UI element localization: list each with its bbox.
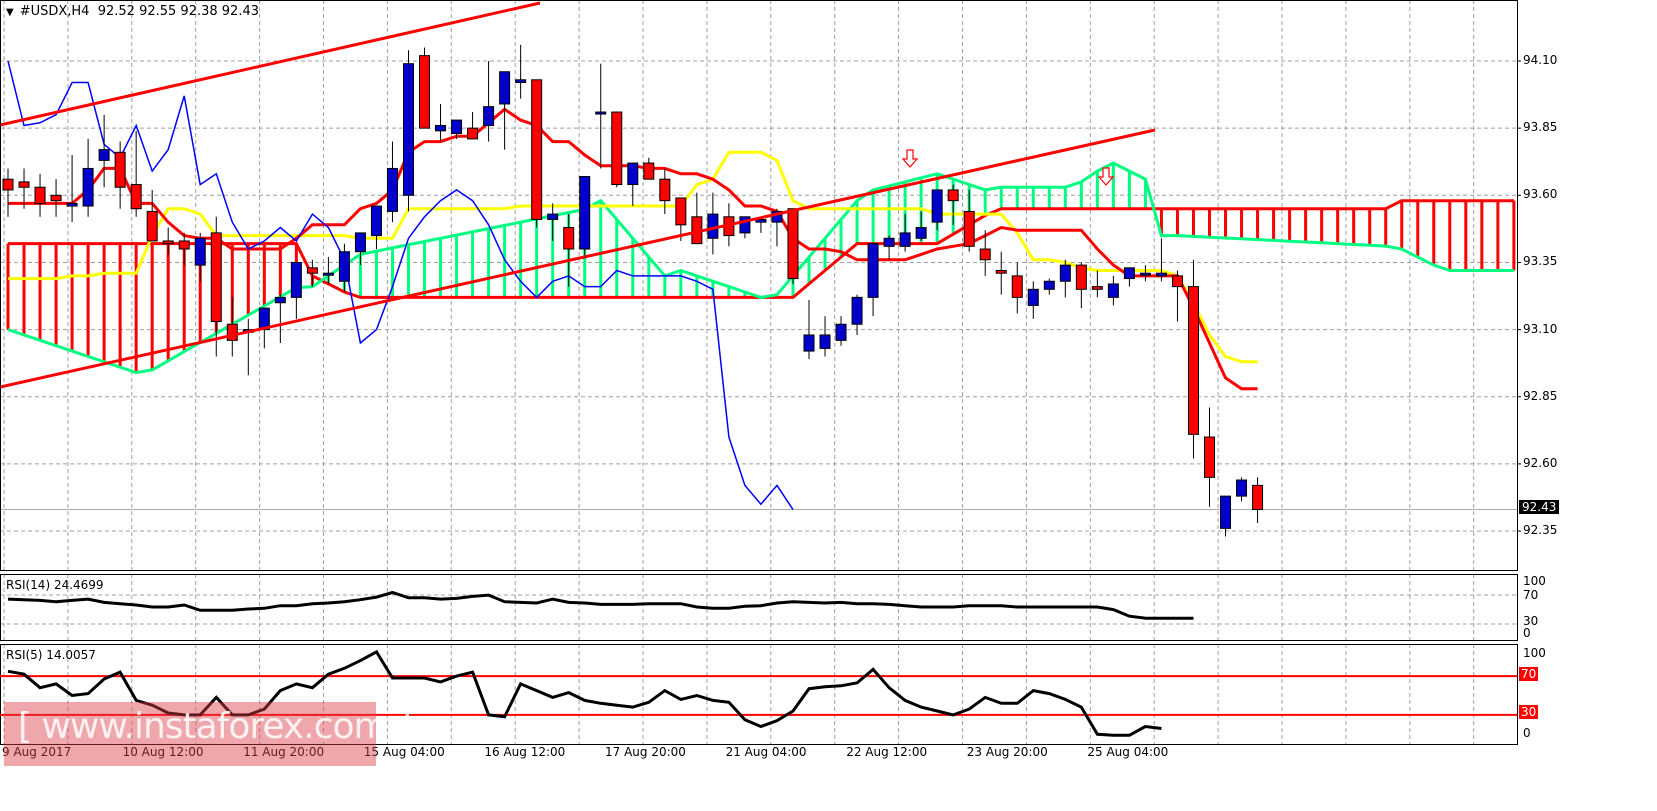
price-axis-label: 93.60 <box>1523 187 1558 202</box>
time-axis-label: 16 Aug 12:00 <box>484 745 566 759</box>
price-axis-label: 92.60 <box>1523 455 1558 470</box>
price-axis-label: 93.85 <box>1523 120 1558 135</box>
time-axis-label: 9 Aug 2017 <box>2 745 72 759</box>
rsi5-level-30: 30 <box>1519 705 1539 719</box>
price-axis-label: 93.10 <box>1523 321 1558 336</box>
rsi5-label: RSI(5) 14.0057 <box>6 648 96 662</box>
time-axis-label: 15 Aug 04:00 <box>363 745 445 759</box>
rsi14-axis-0: 0 <box>1523 626 1531 640</box>
chart-title: ▼ #USDX,H4 92.52 92.55 92.38 92.43 <box>6 4 259 19</box>
current-price-tag: 92.43 <box>1519 500 1560 514</box>
ohlc-values: 92.52 92.55 92.38 92.43 <box>97 4 259 19</box>
time-axis-label: 21 Aug 04:00 <box>725 745 807 759</box>
rsi5-axis-100: 100 <box>1523 646 1546 660</box>
grid-lines <box>0 0 1521 744</box>
rsi5-axis-0: 0 <box>1523 726 1531 740</box>
rsi5-level-70: 70 <box>1519 667 1539 681</box>
time-axis-label: 10 Aug 12:00 <box>122 745 204 759</box>
rsi14-label: RSI(14) 24.4699 <box>6 578 104 592</box>
ichimoku-cloud <box>6 163 1516 373</box>
time-axis-label: 22 Aug 12:00 <box>846 745 928 759</box>
price-axis-label: 92.85 <box>1523 388 1558 403</box>
price-axis-label: 92.35 <box>1523 523 1558 538</box>
trendlines <box>0 1 1156 389</box>
time-axis-label: 23 Aug 20:00 <box>966 745 1048 759</box>
watermark: [ www.instaforex.com ] <box>4 702 412 766</box>
rsi14-axis-100: 100 <box>1523 574 1546 588</box>
candles <box>2 44 1264 537</box>
time-axis-label: 11 Aug 20:00 <box>243 745 325 759</box>
rsi14-axis-70: 70 <box>1523 588 1539 602</box>
symbol-label: #USDX,H4 <box>19 4 90 19</box>
time-axis-label: 25 Aug 04:00 <box>1087 745 1169 759</box>
price-axis-label: 94.10 <box>1523 53 1558 67</box>
rsi-lines <box>0 590 1517 737</box>
time-axis-label: 17 Aug 20:00 <box>605 745 686 759</box>
rsi14-axis-30: 30 <box>1523 614 1539 628</box>
triangle-down-icon[interactable]: ▼ <box>6 7 14 18</box>
panel-frames <box>0 0 1518 745</box>
price-axis-label: 93.35 <box>1523 254 1558 269</box>
